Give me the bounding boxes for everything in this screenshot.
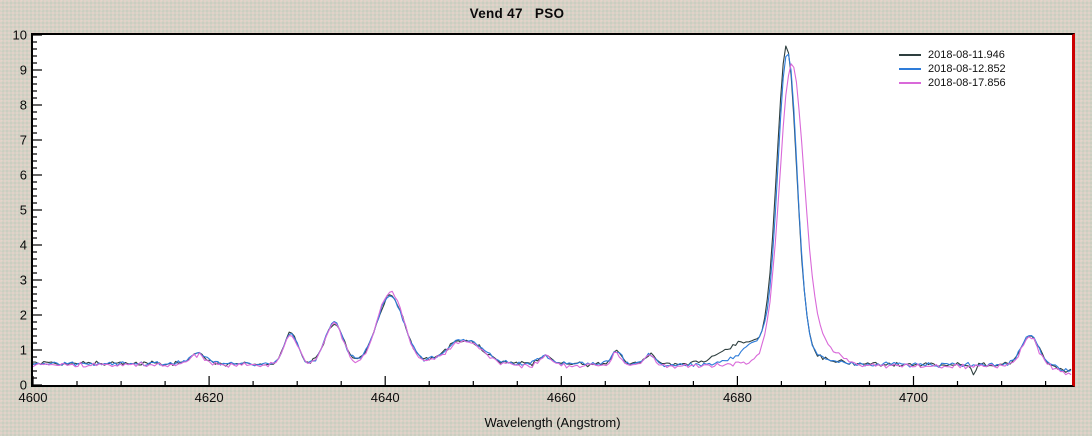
legend-line-swatch: [899, 53, 921, 56]
x-axis-title: Wavelength (Angstrom): [484, 415, 621, 430]
axis-ticks: [33, 35, 1047, 385]
x-tick-label: 4700: [899, 390, 928, 405]
spectrum-canvas: [33, 35, 1072, 385]
y-tick-label: 5: [19, 202, 27, 218]
y-tick-label: 6: [19, 167, 27, 183]
y-tick-label: 8: [19, 97, 27, 113]
y-tick-label: 3: [19, 272, 27, 288]
series-2018-08-12.852: [33, 53, 1072, 372]
legend-item: 2018-08-17.856: [899, 76, 1006, 89]
legend-label: 2018-08-12.852: [928, 62, 1006, 75]
series-2018-08-11.946: [33, 45, 1072, 376]
y-tick-label: 9: [19, 62, 27, 78]
x-tick-label: 4620: [194, 390, 224, 405]
y-tick-label: 10: [12, 27, 27, 43]
x-tick-label: 4680: [722, 390, 752, 405]
legend-label: 2018-08-17.856: [928, 76, 1006, 89]
y-tick-label: 2: [19, 307, 27, 323]
y-tick-label: 4: [19, 237, 27, 253]
x-tick-label: 4600: [18, 390, 48, 405]
legend-item: 2018-08-12.852: [899, 62, 1006, 75]
x-tick-label: 4660: [546, 390, 576, 405]
legend-item: 2018-08-11.946: [899, 48, 1006, 61]
y-tick-label: 7: [19, 132, 27, 148]
y-tick-label: 1: [19, 342, 27, 358]
legend-line-swatch: [899, 67, 921, 70]
plot-area: [31, 33, 1075, 387]
y-tick-label: 0: [19, 377, 27, 393]
legend-label: 2018-08-11.946: [928, 48, 1005, 61]
series-2018-08-17.856: [33, 63, 1072, 376]
x-tick-label: 4640: [370, 390, 400, 405]
legend: 2018-08-11.946 2018-08-12.852 2018-08-17.8…: [899, 48, 1006, 89]
legend-line-swatch: [899, 81, 921, 84]
chart-title: Vend 47 PSO: [469, 6, 565, 21]
